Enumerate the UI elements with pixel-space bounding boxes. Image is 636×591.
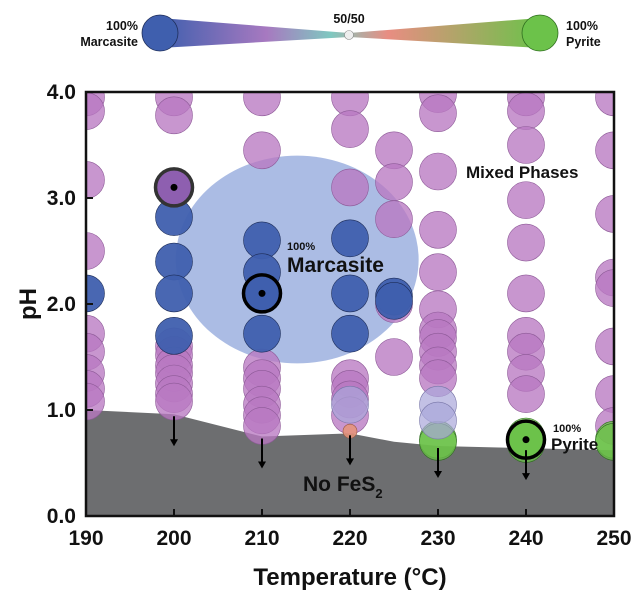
- boundary-arrowhead: [522, 473, 530, 481]
- x-tick-label: 190: [68, 527, 103, 550]
- mixed-point: [155, 382, 193, 421]
- marcasite-point: [331, 219, 369, 258]
- no-fes2-main: No FeS: [303, 473, 375, 496]
- point-layer: [86, 92, 614, 463]
- mixed-point: [507, 274, 545, 313]
- x-tick-label: 220: [332, 527, 367, 550]
- lavender-point: [331, 385, 369, 424]
- legend-center-swatch: [344, 30, 354, 40]
- mixed-phases-label: Mixed Phases: [466, 163, 578, 182]
- marcasite-point: [375, 282, 413, 320]
- mixed-point: [86, 232, 105, 270]
- marcasite-region: [175, 155, 419, 364]
- mixed-point: [243, 92, 281, 117]
- y-tick-label: 2.0: [47, 293, 76, 316]
- mixed-point: [86, 161, 105, 199]
- mixed-point: [507, 126, 545, 164]
- boundary-arrowhead: [434, 471, 442, 479]
- legend-right-label-line2: Pyrite: [566, 35, 601, 49]
- mixed-point: [419, 152, 457, 191]
- y-tick-label: 4.0: [47, 81, 76, 104]
- mixed-point: [595, 131, 614, 170]
- mixed-point: [419, 211, 457, 249]
- marcasite-point: [155, 242, 193, 281]
- y-ticks: 0.0 1.0 2.0 3.0 4.0: [47, 81, 93, 528]
- marcasite-name-label: Marcasite: [287, 254, 384, 277]
- mixed-point: [507, 181, 545, 219]
- mixed-point: [375, 163, 413, 201]
- mixed-point: [155, 96, 193, 135]
- axes: 190 200 210 220 230 240 250 0.0 1.0 2.0 3.0 4.0 Te…: [15, 81, 632, 591]
- x-ticks: 190 200 210 220 230 240 250: [68, 509, 632, 550]
- mixed-point: [331, 168, 369, 207]
- x-tick-label: 250: [596, 527, 631, 550]
- boundary-arrowhead: [258, 461, 266, 469]
- mixed-point: [331, 110, 369, 148]
- legend-marcasite-swatch: [141, 14, 179, 52]
- boundary-arrowhead: [346, 458, 354, 466]
- mixed-point: [375, 200, 413, 238]
- marcasite-point: [331, 314, 369, 353]
- x-tick-label: 240: [508, 527, 543, 550]
- mixed-point: [375, 338, 413, 376]
- mixed-point: [595, 375, 614, 413]
- marcasite-point: [86, 274, 105, 313]
- highlighted-point-center: [170, 183, 178, 191]
- mixed-point: [507, 223, 545, 262]
- plot-area: [86, 92, 614, 516]
- x-tick-label: 230: [420, 527, 455, 550]
- y-tick-label: 1.0: [47, 399, 76, 422]
- mixed-point: [419, 94, 457, 132]
- highlighted-point-center: [258, 289, 266, 297]
- x-tick-label: 200: [156, 527, 191, 550]
- legend-left-label-line1: 100%: [106, 19, 138, 33]
- no-fes2-subscript: 2: [375, 486, 382, 501]
- y-tick-label: 3.0: [47, 187, 76, 210]
- annotations: Mixed Phases 100% Marcasite 100% Pyrite …: [287, 163, 598, 501]
- x-tick-label: 210: [244, 527, 279, 550]
- mixed-point: [507, 375, 545, 413]
- legend-center-label: 50/50: [333, 12, 364, 26]
- highlighted-point-center: [522, 436, 530, 444]
- mixed-point: [595, 269, 614, 307]
- pyrite-name-label: Pyrite: [551, 435, 598, 454]
- mixed-point: [595, 327, 614, 366]
- marcasite-point: [155, 274, 193, 313]
- mixed-point: [86, 92, 105, 130]
- pyrite-pct-label: 100%: [553, 423, 581, 435]
- y-axis-title: pH: [15, 288, 42, 320]
- marcasite-point: [243, 221, 281, 260]
- lavender-point: [419, 401, 457, 440]
- mixed-point: [595, 92, 614, 117]
- no-fes2-label: No FeS2: [303, 473, 383, 501]
- legend-pyrite-swatch: [521, 14, 559, 52]
- marcasite-pct-label: 100%: [287, 241, 315, 253]
- mixed-point: [507, 92, 545, 130]
- legend: 100% Marcasite 50/50 100% Pyrite: [80, 12, 601, 52]
- boundary-arrowhead: [170, 439, 178, 447]
- pyrite-point: [595, 423, 614, 461]
- y-tick-label: 0.0: [47, 505, 76, 528]
- mixed-point: [375, 131, 413, 170]
- mixed-point: [243, 131, 281, 170]
- marcasite-point: [243, 314, 281, 353]
- mixed-point: [331, 92, 369, 117]
- mixed-point: [595, 195, 614, 233]
- legend-left-label-line2: Marcasite: [80, 35, 138, 49]
- marcasite-point: [155, 316, 193, 355]
- x-axis-title: Temperature (°C): [253, 564, 446, 591]
- legend-right-label-line1: 100%: [566, 19, 598, 33]
- arrow-layer: [170, 416, 530, 481]
- mixed-point: [419, 253, 457, 292]
- marcasite-point: [331, 274, 369, 313]
